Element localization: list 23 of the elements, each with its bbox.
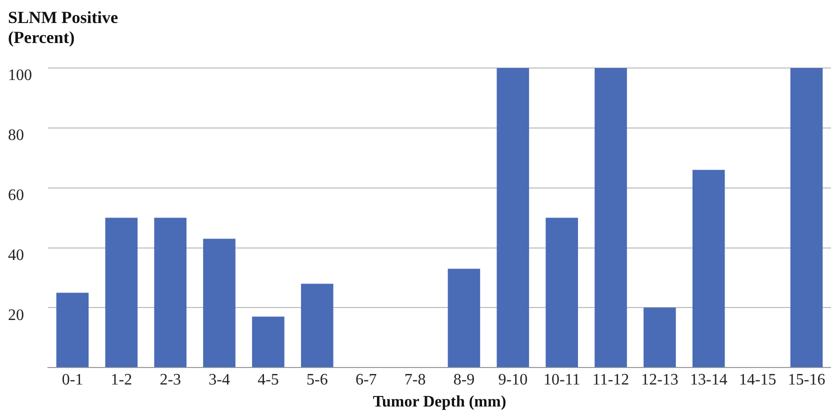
x-tick-label: 7-8 — [404, 371, 426, 388]
y-tick-label: 100 — [8, 67, 32, 84]
y-tick-label: 80 — [8, 127, 24, 144]
x-tick-label: 1-2 — [110, 371, 132, 388]
y-tick-label: 20 — [8, 306, 24, 324]
y-axis-title: SLNM Positive (Percent) — [8, 8, 120, 49]
x-tick-label: 3-4 — [208, 371, 230, 388]
x-tick-label: 5-6 — [306, 371, 328, 388]
x-tick-label: 10-11 — [543, 371, 580, 388]
x-tick-label: 9-10 — [498, 371, 528, 388]
x-tick-label: 13-14 — [690, 371, 728, 388]
y-tick-label: 40 — [8, 246, 24, 264]
x-tick-label: 0-1 — [62, 371, 84, 388]
x-tick-label: 12-13 — [641, 371, 678, 388]
x-tick-label: 15-16 — [788, 371, 826, 388]
x-tick-label: 8-9 — [453, 371, 475, 388]
x-tick-label: 14-15 — [738, 371, 776, 388]
x-tick-label: 4-5 — [258, 371, 279, 388]
y-tick-label: 60 — [8, 187, 24, 204]
x-tick-label: 2-3 — [160, 371, 182, 388]
x-tick-label: 11-12 — [592, 371, 630, 388]
x-tick-label: 6-7 — [355, 371, 377, 388]
x-axis-title: Tumor Depth (mm) — [372, 394, 506, 411]
